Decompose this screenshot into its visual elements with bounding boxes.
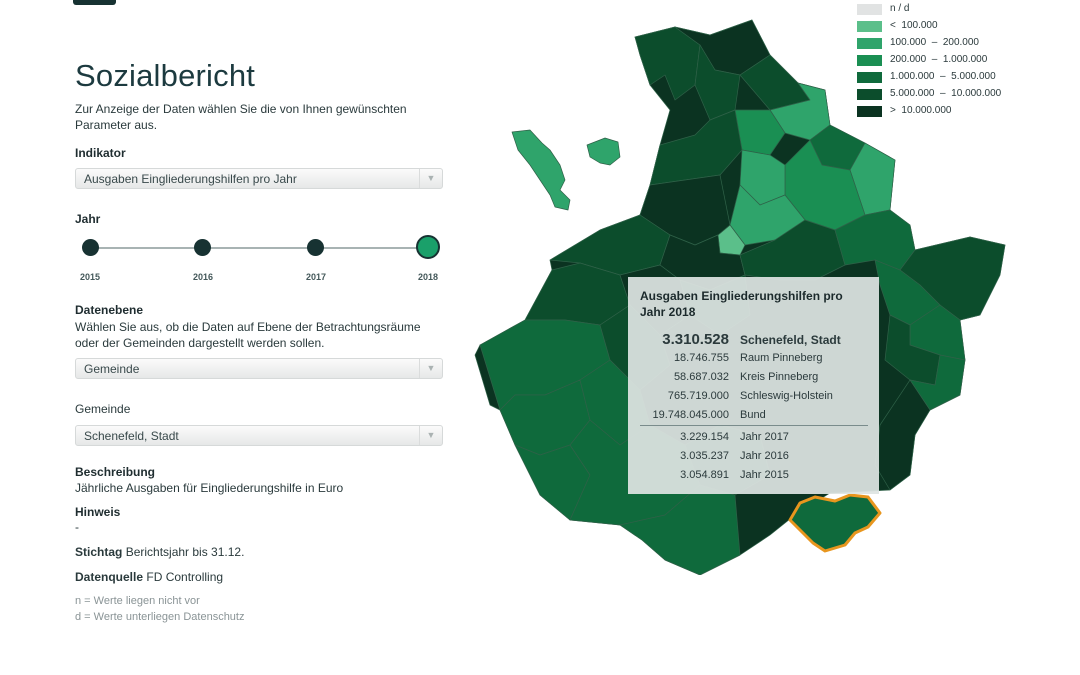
tooltip-row-name: Schleswig-Holstein — [740, 390, 833, 402]
legend-swatch — [857, 21, 882, 32]
tooltip-history-name: Jahr 2016 — [740, 450, 789, 462]
datenebene-label: Datenebene — [75, 303, 144, 317]
tooltip-main-row: 3.310.528 Schenefeld, Stadt — [628, 331, 879, 353]
hinweis-text: - — [75, 520, 79, 534]
year-dot-2017[interactable] — [307, 239, 324, 256]
legend-label: 5.000.000 – 10.000.000 — [890, 88, 1002, 99]
map-region[interactable] — [769, 82, 831, 141]
page-title: Sozialbericht — [75, 58, 256, 93]
tooltip-row-value: 18.746.755 — [673, 352, 729, 364]
map-tooltip: Ausgaben Eingliederungshilfen pro Jahr 2… — [628, 277, 879, 494]
tooltip-row: 19.748.045.000 Bund — [628, 409, 879, 428]
indikator-select[interactable]: Ausgaben Eingliederungshilfen pro Jahr ▼ — [75, 168, 443, 189]
gemeinde-label: Gemeinde — [75, 402, 131, 416]
year-label[interactable]: 2018 — [417, 272, 439, 282]
chevron-down-icon: ▼ — [419, 169, 442, 188]
legend-swatch — [857, 4, 882, 15]
year-label[interactable]: 2015 — [79, 272, 101, 282]
year-slider[interactable]: 2015 2016 2017 2018 — [75, 235, 443, 290]
year-dot-2016[interactable] — [194, 239, 211, 256]
top-tab — [73, 0, 116, 5]
indikator-value: Ausgaben Eingliederungshilfen pro Jahr — [84, 172, 297, 186]
island-region[interactable] — [511, 129, 571, 211]
legend-label: < 100.000 — [890, 20, 938, 31]
stichtag-label: Stichtag — [75, 545, 123, 559]
note-d: d = Werte unterliegen Datenschutz — [75, 611, 245, 623]
tooltip-history-value: 3.229.154 — [680, 431, 729, 443]
datenquelle-line: Datenquelle FD Controlling — [75, 569, 223, 585]
datenebene-select[interactable]: Gemeinde ▼ — [75, 358, 443, 379]
map-region[interactable] — [619, 484, 741, 575]
stichtag-line: Stichtag Berichtsjahr bis 31.12. — [75, 544, 244, 560]
tooltip-row-value: 765.719.000 — [667, 390, 729, 402]
legend-label: > 10.000.000 — [890, 105, 952, 116]
tooltip-main-value: 3.310.528 — [662, 331, 729, 348]
legend-label: 200.000 – 1.000.000 — [890, 54, 988, 65]
legend-swatch — [857, 55, 882, 66]
tooltip-row-value: 19.748.045.000 — [652, 409, 729, 421]
tooltip-divider — [640, 425, 868, 426]
tooltip-row-name: Raum Pinneberg — [740, 352, 823, 364]
tooltip-history-row: 3.035.237 Jahr 2016 — [628, 450, 879, 469]
tooltip-row: 58.687.032 Kreis Pinneberg — [628, 371, 879, 390]
legend-label: 100.000 – 200.000 — [890, 37, 979, 48]
legend-swatch — [857, 89, 882, 100]
tooltip-row-value: 58.687.032 — [673, 371, 729, 383]
tooltip-history-value: 3.035.237 — [680, 450, 729, 462]
year-dot-2015[interactable] — [82, 239, 99, 256]
legend-swatch — [857, 106, 882, 117]
chevron-down-icon: ▼ — [419, 426, 442, 445]
datenquelle-text: FD Controlling — [146, 570, 224, 584]
tooltip-title: Ausgaben Eingliederungshilfen pro Jahr 2… — [640, 289, 843, 319]
tooltip-history-row: 3.229.154 Jahr 2017 — [628, 431, 879, 450]
tooltip-history-name: Jahr 2017 — [740, 431, 789, 443]
tooltip-row-name: Kreis Pinneberg — [740, 371, 819, 383]
highlighted-region-schenefeld[interactable] — [788, 493, 882, 553]
intro-text: Zur Anzeige der Daten wählen Sie die von… — [75, 102, 407, 132]
map-region[interactable] — [874, 379, 931, 491]
year-label[interactable]: 2017 — [305, 272, 327, 282]
tooltip-history-name: Jahr 2015 — [740, 469, 789, 481]
legend-swatch — [857, 38, 882, 49]
note-n: n = Werte liegen nicht vor — [75, 595, 200, 607]
tooltip-row-name: Bund — [740, 409, 766, 421]
legend-label: n / d — [890, 3, 910, 14]
jahr-label: Jahr — [75, 212, 101, 226]
stichtag-text: Berichtsjahr bis 31.12. — [125, 545, 245, 559]
tooltip-row: 765.719.000 Schleswig-Holstein — [628, 390, 879, 409]
gemeinde-select[interactable]: Schenefeld, Stadt ▼ — [75, 425, 443, 446]
west-coast-region[interactable] — [474, 344, 501, 411]
tooltip-history-row: 3.054.891 Jahr 2015 — [628, 469, 879, 488]
island-region[interactable] — [586, 137, 621, 166]
indikator-label: Indikator — [75, 146, 126, 160]
beschreibung-text: Jährliche Ausgaben für Eingliederungshil… — [75, 481, 344, 495]
hinweis-label: Hinweis — [75, 505, 121, 519]
tooltip-history-value: 3.054.891 — [680, 469, 729, 481]
year-dot-2018-selected[interactable] — [416, 235, 440, 259]
year-label[interactable]: 2016 — [192, 272, 214, 282]
datenebene-value: Gemeinde — [84, 362, 140, 376]
gemeinde-value: Schenefeld, Stadt — [84, 429, 179, 443]
legend-label: 1.000.000 – 5.000.000 — [890, 71, 996, 82]
beschreibung-label: Beschreibung — [75, 465, 156, 479]
chevron-down-icon: ▼ — [419, 359, 442, 378]
tooltip-row: 18.746.755 Raum Pinneberg — [628, 352, 879, 371]
slider-track — [91, 247, 429, 249]
datenebene-description: Wählen Sie aus, ob die Daten auf Ebene d… — [75, 320, 421, 350]
legend-swatch — [857, 72, 882, 83]
datenquelle-label: Datenquelle — [75, 570, 144, 584]
tooltip-main-name: Schenefeld, Stadt — [740, 333, 841, 347]
